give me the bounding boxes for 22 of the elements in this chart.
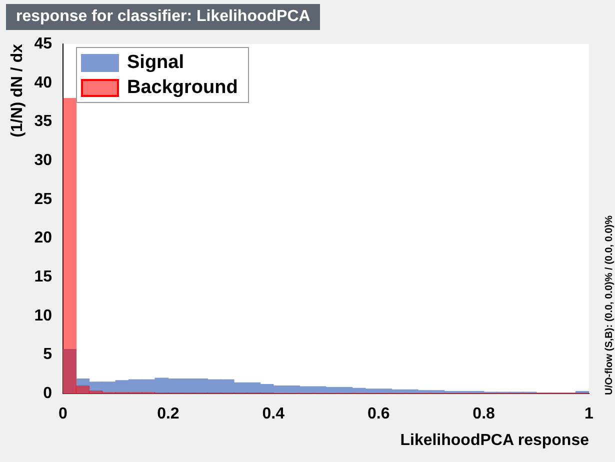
x-tick-label: 0.4 — [262, 406, 285, 423]
x-axis-title: LikelihoodPCA response — [400, 432, 590, 449]
x-tick-label: 0.8 — [472, 406, 496, 423]
y-tick-label: 15 — [34, 268, 52, 286]
x-tick-label: 0 — [58, 406, 68, 423]
y-tick-label: 10 — [34, 307, 52, 324]
x-tick-label: 1 — [584, 406, 594, 423]
text: U/O-flow (S,B): (0.0, 0.0)% / (0.0, 0.0)% — [604, 216, 615, 395]
y-tick-label: 25 — [34, 190, 52, 208]
y-tick-label: 5 — [43, 346, 52, 364]
y-tick-label: 45 — [34, 35, 52, 52]
y-tick-label: 20 — [34, 230, 52, 247]
legend-label: Background — [126, 76, 238, 100]
chart-title: response for classifier: LikelihoodPCA — [6, 4, 320, 30]
y-axis-title: (1/N) dN / dx — [9, 44, 26, 138]
x-tick-label: 0.2 — [157, 406, 180, 423]
y-tick-label: 35 — [34, 113, 52, 130]
y-tick-label: 30 — [34, 152, 52, 169]
y-tick-label: 40 — [34, 74, 52, 92]
x-tick-label: 0.6 — [367, 406, 390, 423]
legend-label: Signal — [126, 50, 186, 74]
y-tick-label: 0 — [43, 385, 52, 402]
